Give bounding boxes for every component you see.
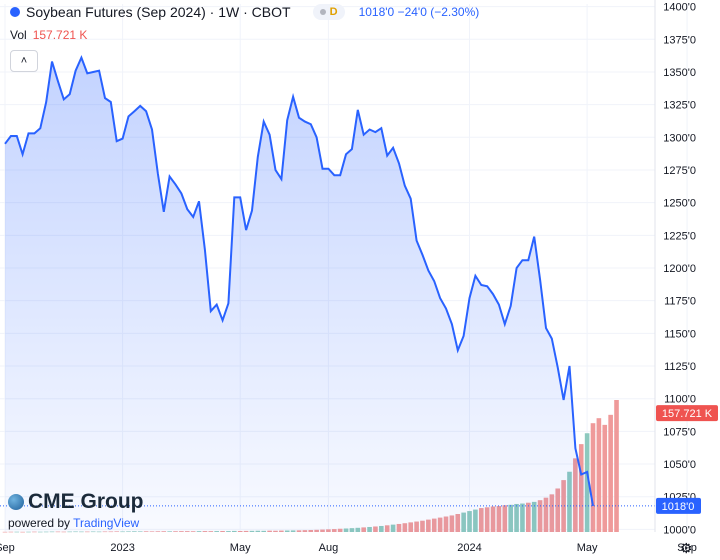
axis-tags: 157.721 K 1018'0 bbox=[656, 405, 718, 514]
volume-value: 157.721 K bbox=[32, 28, 88, 42]
delayed-data-badge[interactable]: D bbox=[312, 4, 345, 20]
cme-group-logo[interactable]: CME Group powered by TradingView bbox=[8, 490, 144, 530]
x-tick-label: Sep bbox=[677, 542, 697, 554]
price-line bbox=[4, 54, 594, 507]
y-tick-label: 1175'0 bbox=[664, 296, 696, 308]
volume-tag-label: 157.721 K bbox=[662, 408, 713, 420]
price-tag-bg bbox=[656, 497, 701, 514]
y-tick-label: 1150'0 bbox=[664, 328, 696, 340]
time-axis: Sep 2023 May Aug 2024 May Sep bbox=[0, 542, 697, 554]
x-tick-label: May bbox=[577, 542, 598, 554]
volume-bar bbox=[614, 400, 619, 532]
volume-bar bbox=[37, 531, 43, 533]
volume-bar bbox=[596, 418, 602, 532]
y-tick-label: 1400'0 bbox=[663, 2, 696, 14]
volume-bar bbox=[26, 531, 31, 533]
y-tick-label: 1225'0 bbox=[663, 230, 696, 242]
x-tick-label: 2023 bbox=[110, 542, 134, 554]
y-tick-label: 1375'0 bbox=[663, 34, 696, 46]
y-tick-label: 1350'0 bbox=[663, 67, 696, 79]
y-tick-label: 1325'0 bbox=[663, 100, 696, 112]
tradingview-link[interactable]: TradingView bbox=[73, 516, 140, 530]
volume-bar bbox=[8, 531, 14, 533]
chevron-up-icon[interactable]: ˄ bbox=[10, 50, 38, 72]
price-tag-label: 1018'0 bbox=[662, 501, 695, 513]
symbol-title[interactable]: Soybean Futures (Sep 2024) · 1W · CBOT bbox=[26, 4, 291, 20]
status-dot-icon bbox=[319, 9, 326, 15]
x-tick-label: 2024 bbox=[457, 542, 481, 554]
volume-tag-bg bbox=[656, 405, 718, 422]
price-area bbox=[5, 57, 593, 532]
volume-bar bbox=[602, 424, 608, 532]
globe-icon bbox=[8, 494, 24, 510]
chart-header: Soybean Futures (Sep 2024) · 1W · CBOT D… bbox=[0, 0, 479, 24]
y-tick-label: 1050'0 bbox=[663, 459, 696, 471]
volume-bar bbox=[2, 531, 8, 533]
volume-bar bbox=[14, 531, 20, 533]
price-axis: 1400'0 1375'0 1350'0 1325'0 1300'0 1275'0 1250… bbox=[663, 2, 696, 537]
last-price-readout: 1018'0 −24'0 (−2.30%) bbox=[358, 5, 480, 19]
gear-icon[interactable]: ⚙ bbox=[680, 540, 693, 556]
volume-legend: Vol 157.721 K bbox=[10, 28, 87, 42]
y-tick-label: 1300'0 bbox=[663, 132, 696, 144]
x-tick-label: Aug bbox=[319, 542, 339, 554]
volume-bar bbox=[20, 531, 25, 533]
volume-bar bbox=[590, 423, 596, 532]
x-tick-label: Sep bbox=[0, 542, 15, 554]
badge-label: D bbox=[329, 6, 338, 18]
y-tick-label: 1200'0 bbox=[663, 263, 696, 275]
logo-name: CME Group bbox=[28, 490, 144, 513]
volume-label[interactable]: Vol bbox=[10, 28, 27, 42]
y-tick-label: 1100'0 bbox=[664, 394, 696, 406]
y-tick-label: 1075'0 bbox=[663, 426, 696, 438]
volume-bar bbox=[608, 414, 613, 532]
x-tick-label: May bbox=[230, 542, 251, 554]
powered-by-label: powered by bbox=[8, 516, 71, 530]
y-tick-label: 1125'0 bbox=[664, 361, 696, 373]
y-tick-label: 1250'0 bbox=[663, 198, 696, 210]
series-dot-icon bbox=[10, 7, 20, 17]
y-tick-label: 1000'0 bbox=[663, 524, 696, 536]
y-tick-label: 1275'0 bbox=[663, 165, 696, 177]
